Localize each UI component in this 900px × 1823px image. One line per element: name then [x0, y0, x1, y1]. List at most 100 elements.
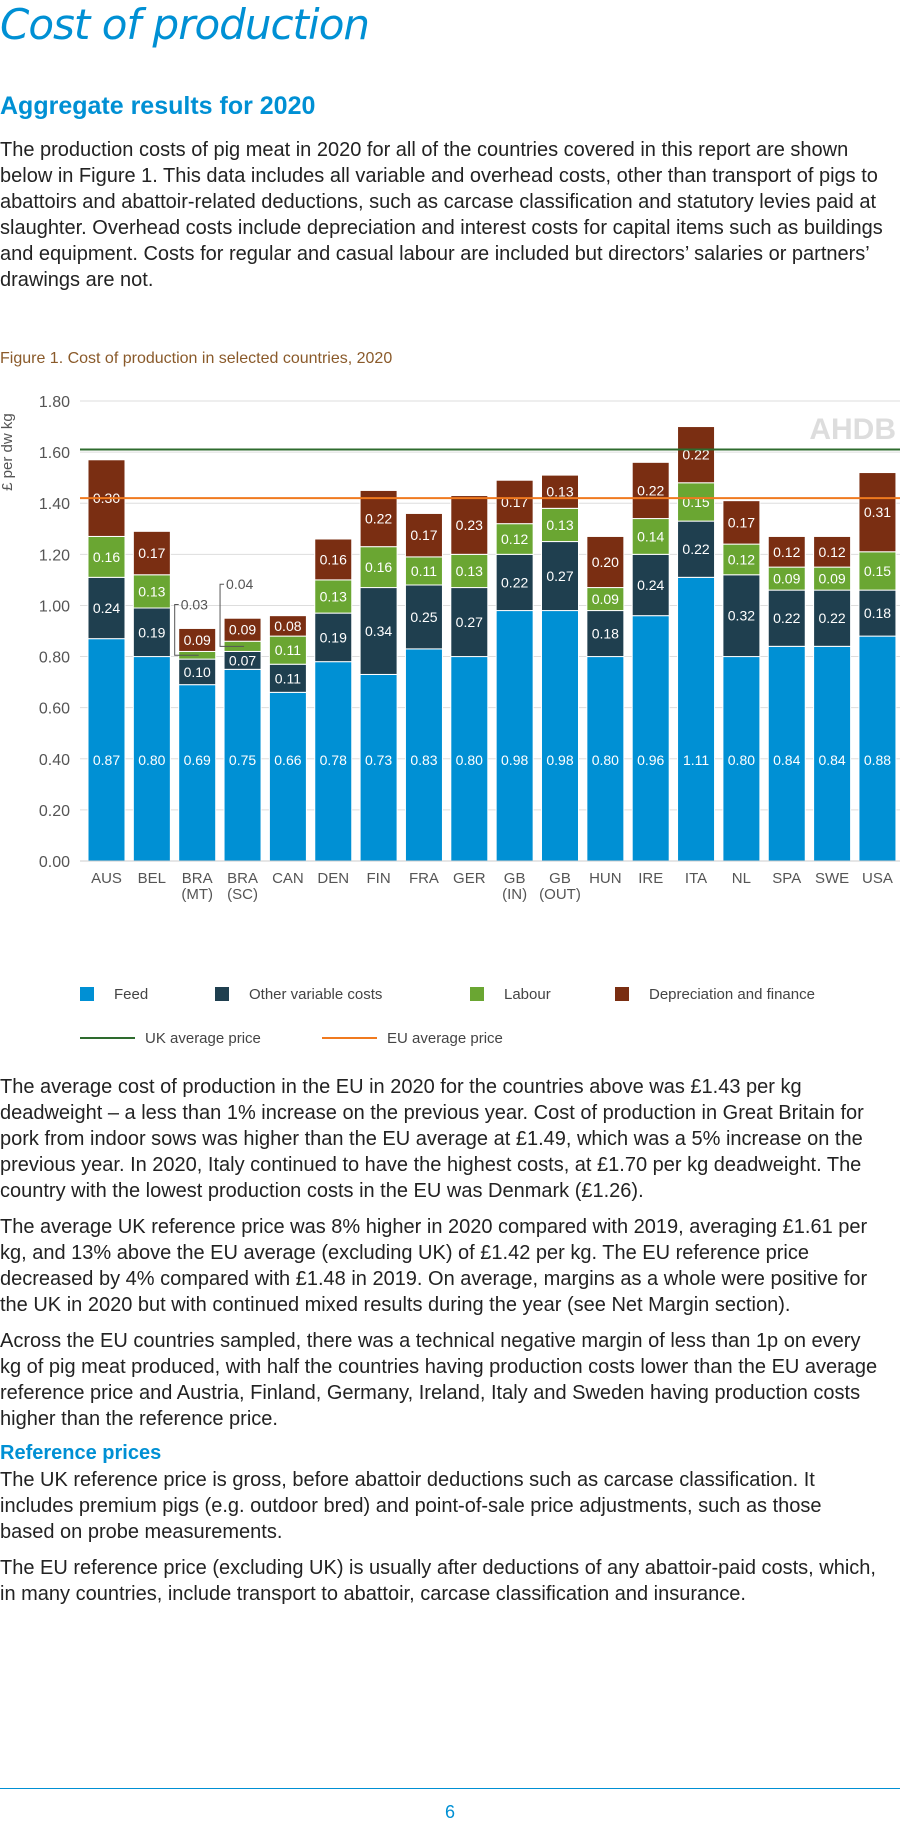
- data-label: 0.03: [181, 596, 208, 612]
- data-label: 1.11: [683, 752, 709, 768]
- legend-swatch: [215, 987, 229, 1001]
- bar-segment-other-variable-costs: [677, 520, 716, 578]
- x-tick-label: CAN: [272, 870, 304, 887]
- bar-segment-feed: [404, 648, 443, 862]
- data-label: 0.22: [682, 541, 709, 557]
- data-label: 0.84: [773, 752, 800, 768]
- x-tick-label: BRA: [182, 870, 213, 887]
- data-label: 0.09: [773, 571, 800, 587]
- bar-segment-feed: [178, 684, 217, 862]
- data-label: 0.80: [728, 752, 755, 768]
- data-label: 0.23: [456, 517, 483, 533]
- bar-segment-labour: [722, 543, 761, 576]
- data-label: 0.32: [728, 608, 755, 624]
- bar-segment-other-variable-costs: [541, 541, 579, 612]
- bar-segment-feed: [813, 645, 852, 862]
- data-label: 0.13: [138, 583, 165, 599]
- x-tick-label: FIN: [367, 870, 391, 887]
- bar-segment-feed: [767, 645, 806, 862]
- data-label: 0.18: [864, 605, 891, 621]
- data-label: 0.88: [864, 752, 891, 768]
- x-tick-label: FRA: [409, 870, 439, 887]
- bar-segment-feed: [87, 638, 126, 862]
- legend-item: Depreciation and finance: [615, 986, 815, 1003]
- data-label: 0.25: [410, 609, 437, 625]
- callout-line: [174, 603, 199, 656]
- bar-segment-feed: [495, 610, 534, 862]
- y-tick-label: 0.00: [39, 854, 70, 871]
- x-tick-label: IRE: [638, 870, 663, 887]
- x-tick-label: ITA: [685, 870, 707, 887]
- bar-segment-labour: [404, 556, 443, 586]
- bar-segment-other-variable-costs: [268, 663, 307, 693]
- x-tick-label: (SC): [227, 886, 258, 903]
- y-tick-label: 1.80: [39, 394, 70, 411]
- legend-item: EU average price: [322, 1030, 503, 1047]
- data-label: 0.15: [682, 494, 709, 510]
- y-tick-label: 1.60: [39, 445, 70, 462]
- data-label: 0.22: [682, 447, 709, 463]
- y-tick-label: 1.00: [39, 598, 70, 615]
- data-label: 0.13: [546, 484, 573, 500]
- data-label: 0.22: [501, 574, 528, 590]
- bar-segment-depreciation-and-finance: [541, 474, 579, 509]
- bar-segment-feed: [858, 635, 897, 862]
- y-tick-label: 0.20: [39, 803, 70, 820]
- data-label: 0.27: [456, 614, 483, 630]
- data-label: 0.80: [456, 752, 483, 768]
- data-label: 0.16: [365, 559, 392, 575]
- x-tick-label: SWE: [815, 870, 849, 887]
- data-label: 0.80: [138, 752, 165, 768]
- bar-segment-depreciation-and-finance: [314, 538, 353, 581]
- data-label: 0.17: [728, 514, 755, 530]
- legend-line: [322, 1037, 377, 1039]
- bar-segment-other-variable-costs: [631, 553, 670, 617]
- data-label: 0.11: [275, 642, 301, 658]
- x-tick-label: (OUT): [539, 886, 581, 903]
- bar-segment-depreciation-and-finance: [178, 627, 217, 652]
- body-paragraph-5: The EU reference price (excluding UK) is…: [0, 1557, 876, 1605]
- legend-swatch: [80, 987, 94, 1001]
- bar-segment-depreciation-and-finance: [404, 512, 443, 558]
- data-label: 0.18: [592, 626, 619, 642]
- data-label: 0.12: [728, 551, 755, 567]
- data-label: 0.15: [864, 563, 891, 579]
- legend-label: EU average price: [387, 1030, 503, 1047]
- data-label: 0.04: [226, 576, 253, 592]
- y-axis-label: £ per dw kg: [0, 413, 16, 491]
- legend-line: [80, 1037, 135, 1039]
- bar-segment-labour: [677, 482, 716, 522]
- bar-segment-labour: [132, 574, 171, 609]
- data-label: 0.75: [229, 752, 256, 768]
- data-label: 0.12: [818, 544, 845, 560]
- x-tick-label: NL: [732, 870, 751, 887]
- bar-segment-feed: [268, 691, 307, 862]
- data-label: 0.09: [818, 571, 845, 587]
- data-label: 0.69: [184, 752, 211, 768]
- data-label: 0.13: [320, 589, 347, 605]
- bar-segment-other-variable-costs: [722, 574, 761, 658]
- y-tick-label: 0.80: [39, 650, 70, 667]
- x-tick-label: GB: [504, 870, 526, 887]
- bar-segment-other-variable-costs: [767, 589, 806, 647]
- body-paragraph-4: The UK reference price is gross, before …: [0, 1469, 822, 1543]
- bar-segment-depreciation-and-finance: [722, 500, 761, 545]
- data-label: 0.22: [365, 511, 392, 527]
- bar-segment-other-variable-costs: [132, 607, 171, 658]
- legend-item: Feed: [80, 986, 148, 1003]
- bar-segment-labour: [314, 579, 353, 614]
- bar-segment-depreciation-and-finance: [450, 495, 489, 555]
- subheading-reference-prices: Reference prices: [0, 1442, 162, 1464]
- bar-segment-depreciation-and-finance: [813, 535, 852, 568]
- y-tick-label: 1.20: [39, 547, 70, 564]
- legend-label: UK average price: [145, 1030, 261, 1047]
- footer-divider: [0, 1788, 900, 1789]
- legend-item: Other variable costs: [215, 986, 382, 1003]
- data-label: 0.19: [138, 624, 165, 640]
- bar-segment-labour: [495, 523, 534, 555]
- page-title: Cost of production: [0, 0, 370, 49]
- x-tick-label: USA: [862, 870, 893, 887]
- data-label: 0.09: [229, 622, 256, 638]
- bar-segment-depreciation-and-finance: [495, 479, 534, 525]
- bar-segment-depreciation-and-finance: [223, 617, 262, 642]
